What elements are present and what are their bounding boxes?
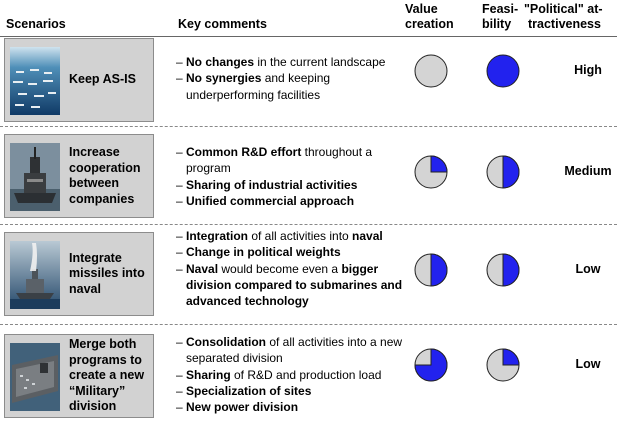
pie-fill [430,155,448,173]
comment-bold: naval [352,229,383,243]
pie-fill [502,253,520,287]
comment-item: – No synergies and keeping underperformin… [176,71,331,102]
comment-text: of all activities into a new separated d… [186,335,403,366]
header-feasibility-line2: bility [482,17,512,31]
scenario-label: Increase cooperation between companies [69,145,141,206]
header-rule [0,36,617,37]
comment-item: – Sharing of industrial activities [176,177,358,192]
key-comments: – Common R&D effort throughout a program … [176,144,416,209]
feasibility-pie [486,348,520,382]
comment-bold: New power division [186,400,299,415]
feasibility-pie [486,54,520,88]
pie-fill [414,348,448,382]
header-value-creation-line2: creation [405,17,454,31]
political-rating: Low [575,357,601,371]
scenario-label: Keep AS-IS [69,72,136,87]
political-rating: High [574,63,602,77]
comment-bold: No synergies [186,71,262,86]
comment-bold: Naval [186,261,219,276]
row-separator [0,324,617,325]
carrier-icon [10,343,60,411]
pie-fill [430,253,448,287]
comment-bold: Integration [186,229,248,243]
political-rating: Medium [564,164,612,178]
comment-item: – No changes in the current landscape [176,55,386,69]
scenario-card: Increase cooperation between companies [4,134,154,218]
comment-bold: Common R&D effort [186,145,302,159]
scenario-card: Merge both programs to create a new “Mil… [4,334,154,418]
header-value-creation-line1: Value [405,2,438,16]
value-creation-pie [414,253,448,287]
comment-bold: Unified commercial approach [186,193,355,208]
header-political-line2: tractiveness [528,17,601,31]
comment-bold: No changes [186,55,255,69]
comment-bold: Sharing of industrial activities [186,177,358,192]
header-feasibility: Feasi- bility [482,2,518,32]
feasibility-pie [486,253,520,287]
fleet-icon [10,47,60,115]
row-separator [0,224,617,225]
comment-item: – Specialization of sites [176,383,312,398]
missile-ship-icon [10,241,60,309]
comment-text: of all activities into [248,229,353,243]
ship-icon [10,143,60,211]
comment-text: of R&D and production load [230,367,382,382]
header-scenarios: Scenarios [6,17,66,31]
comment-text: throughout a program [186,145,373,176]
comment-bold: Change in political weights [186,245,341,260]
scenario-row: Integrate missiles into naval – Integrati… [0,229,617,316]
feasibility-pie [486,155,520,189]
comment-bold: bigger division compared to submarines a… [186,261,403,309]
value-creation-pie [414,54,448,88]
header-political: "Political" at- tractiveness [524,2,603,32]
comment-item: – Integration of all activities into nava… [176,229,383,243]
key-comments: – No changes in the current landscape – No… [176,54,416,103]
pie-base [414,54,448,88]
value-creation-pie [414,348,448,382]
scenario-label: Merge both programs to create a new “Mil… [69,337,145,414]
pie-fill [502,155,520,189]
comment-bold: Specialization of sites [186,383,312,398]
scenario-row: Merge both programs to create a new “Mil… [0,334,617,418]
scenario-card: Keep AS-IS [4,38,154,122]
header-key-comments: Key comments [178,17,267,31]
scenario-card: Integrate missiles into naval [4,232,154,316]
value-creation-pie [414,155,448,189]
comment-bold: Sharing [186,367,231,382]
scenario-label: Integrate missiles into naval [69,250,145,296]
header-political-line1: "Political" at- [524,2,603,16]
row-separator [0,126,617,127]
header-value-creation: Value creation [405,2,454,32]
pie-base [486,54,520,88]
comment-item: – Consolidation of all activities into a … [176,335,403,366]
pie-fill [502,348,520,366]
comment-text: and keeping underperforming facilities [186,71,331,102]
header-feasibility-line1: Feasi- [482,2,519,16]
comment-item: – Naval would become even a bigger divisi… [176,261,403,309]
political-rating: Low [575,262,601,276]
comment-item: – Common R&D effort throughout a program [176,145,373,176]
key-comments: – Integration of all activities into nava… [176,228,416,309]
key-comments: – Consolidation of all activities into a … [176,334,416,415]
comment-text: would become even a [218,261,342,276]
comment-text: in the current landscape [254,55,386,69]
scenario-row: Increase cooperation between companies –… [0,134,617,218]
scenario-row: Keep AS-IS – No changes in the current la… [0,38,617,122]
comment-bold: Consolidation [186,335,266,349]
comment-item: – Unified commercial approach [176,193,355,208]
comment-item: – New power division [176,400,299,415]
comment-item: – Change in political weights [176,245,341,260]
comment-item: – Sharing of R&D and production load [176,367,382,382]
